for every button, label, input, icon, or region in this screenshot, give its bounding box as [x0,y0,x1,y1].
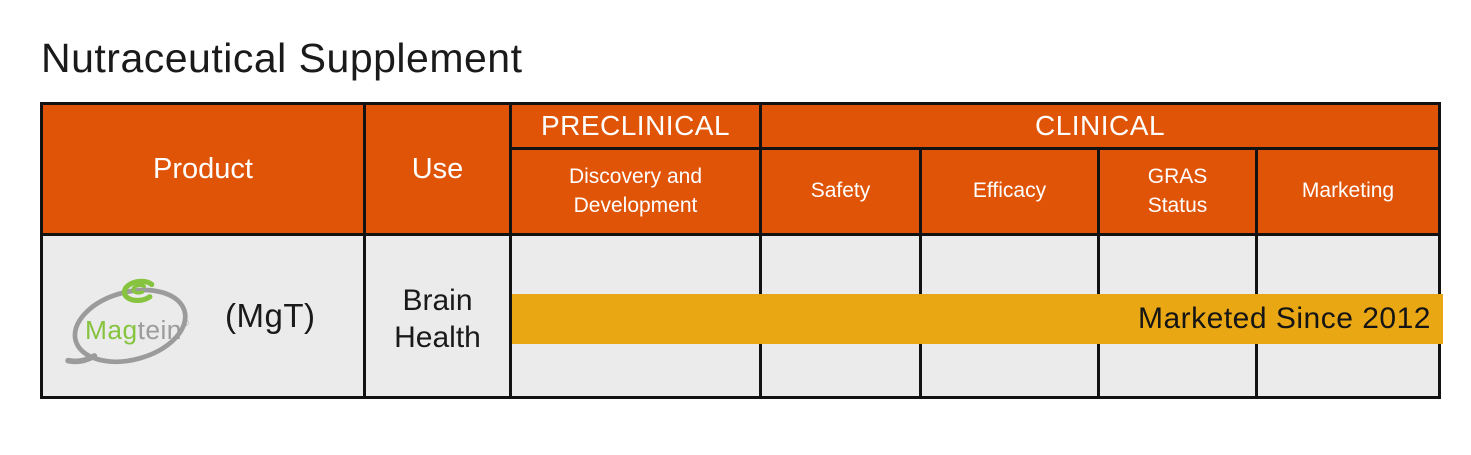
progress-bar: Marketed Since 2012 [512,294,1443,344]
logo-swoosh-icon [65,287,188,365]
pipeline-table: Product Use PRECLINICAL CLINICAL Discove… [40,102,1443,399]
stage-header-efficacy: Efficacy [922,150,1097,233]
product-cell: Magtein® (MgT) [43,236,363,396]
magtein-logo: Magtein® [65,278,189,365]
logo-spiral-icon [121,278,155,303]
product-name-suffix: (MgT) [225,297,316,334]
progress-bar-label: Marketed Since 2012 [1137,302,1431,335]
phase-header-clinical: CLINICAL [762,105,1438,147]
use-cell: Brain Health [366,236,509,396]
column-header-use: Use [366,105,509,233]
column-header-product: Product [43,105,363,233]
phase-header-preclinical: PRECLINICAL [512,105,759,147]
stage-header-discovery-and-development: Discovery and Development [512,150,759,233]
logo-wordmark: Magtein® [85,315,189,345]
page-title: Nutraceutical Supplement [41,35,523,81]
stage-header-marketing: Marketing [1258,150,1438,233]
stage-header-safety: Safety [762,150,919,233]
stage-header-gras-status: GRAS Status [1100,150,1255,233]
